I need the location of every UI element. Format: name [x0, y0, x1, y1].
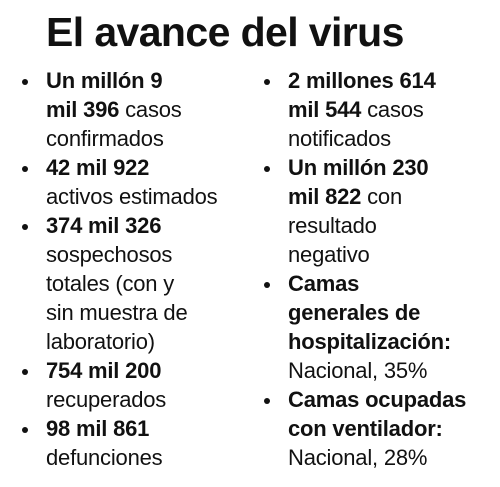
- stat-line: Un millón 230: [288, 153, 498, 182]
- stat-line: confirmados: [46, 124, 250, 153]
- stat-label: Nacional, 28%: [288, 445, 428, 470]
- stat-line: con ventilador:: [288, 414, 498, 443]
- stat-list-item: 754 mil 200 recuperados: [20, 356, 250, 414]
- stat-line: 42 mil 922: [46, 153, 250, 182]
- bullet-icon: [22, 79, 28, 85]
- stat-line: Nacional, 28%: [288, 443, 498, 472]
- stat-line: 754 mil 200: [46, 356, 250, 385]
- stat-label: totales (con y: [46, 271, 175, 296]
- left-stats-list: Un millón 9 mil 396 casos confirmados 42 mi…: [20, 66, 250, 472]
- bullet-icon: [264, 398, 270, 404]
- bullet-icon: [264, 282, 270, 288]
- stat-list-item: Un millón 230 mil 822 con resultado negativ…: [262, 153, 498, 269]
- stat-label: casos: [119, 97, 182, 122]
- stat-line: generales de: [288, 298, 498, 327]
- stat-value: mil 396: [46, 97, 120, 122]
- stat-line: resultado: [288, 211, 498, 240]
- bullet-icon: [22, 369, 28, 375]
- stat-line: 98 mil 861: [46, 414, 250, 443]
- stat-label: resultado: [288, 213, 377, 238]
- stat-line: Camas: [288, 269, 498, 298]
- stat-label: sin muestra de: [46, 300, 188, 325]
- stat-line: negativo: [288, 240, 498, 269]
- bullet-icon: [264, 79, 270, 85]
- stat-value: hospitalización:: [288, 329, 452, 354]
- stat-label: activos estimados: [46, 184, 218, 209]
- stat-value: 374 mil 326: [46, 213, 162, 238]
- stat-value: Camas ocupadas: [288, 387, 467, 412]
- stat-list-item: 2 millones 614 mil 544 casos notificados: [262, 66, 498, 153]
- stat-label: sospechosos: [46, 242, 173, 267]
- stat-label: Nacional, 35%: [288, 358, 428, 383]
- stat-value: Camas: [288, 271, 360, 296]
- stat-label: notificados: [288, 126, 391, 151]
- stat-line: sin muestra de: [46, 298, 250, 327]
- stat-line: activos estimados: [46, 182, 250, 211]
- stat-line: notificados: [288, 124, 498, 153]
- stat-list-item: 42 mil 922 activos estimados: [20, 153, 250, 211]
- stat-list-item: 374 mil 326 sospechosos totales (con y sin …: [20, 211, 250, 356]
- stat-value: Un millón 230: [288, 155, 429, 180]
- stat-value: 42 mil 922: [46, 155, 150, 180]
- stat-label: laboratorio): [46, 329, 155, 354]
- stat-value: mil 544: [288, 97, 362, 122]
- stat-value: generales de: [288, 300, 421, 325]
- stat-line: mil 544 casos: [288, 95, 498, 124]
- stat-line: totales (con y: [46, 269, 250, 298]
- stat-line: hospitalización:: [288, 327, 498, 356]
- stat-line: Camas ocupadas: [288, 385, 498, 414]
- stat-line: sospechosos: [46, 240, 250, 269]
- stat-label: casos: [361, 97, 424, 122]
- right-stats-list: 2 millones 614 mil 544 casos notificados Un…: [262, 66, 498, 472]
- stat-line: mil 396 casos: [46, 95, 250, 124]
- stat-value: con ventilador:: [288, 416, 443, 441]
- stat-label: con: [361, 184, 403, 209]
- stat-list-item: Un millón 9 mil 396 casos confirmados: [20, 66, 250, 153]
- stat-value: 2 millones 614: [288, 68, 436, 93]
- bullet-icon: [22, 166, 28, 172]
- stat-label: defunciones: [46, 445, 163, 470]
- stat-line: laboratorio): [46, 327, 250, 356]
- stat-line: Nacional, 35%: [288, 356, 498, 385]
- stat-line: 2 millones 614: [288, 66, 498, 95]
- stat-list-item: Camas ocupadas con ventilador: Nacional, 2…: [262, 385, 498, 472]
- stat-list-item: 98 mil 861 defunciones: [20, 414, 250, 472]
- stat-value: mil 822: [288, 184, 362, 209]
- bullet-icon: [264, 166, 270, 172]
- stat-list-item: Camas generales de hospitalización: Naciona…: [262, 269, 498, 385]
- bullet-icon: [22, 427, 28, 433]
- stat-line: defunciones: [46, 443, 250, 472]
- stat-line: 374 mil 326: [46, 211, 250, 240]
- stat-label: negativo: [288, 242, 370, 267]
- stat-line: Un millón 9: [46, 66, 250, 95]
- stat-label: confirmados: [46, 126, 164, 151]
- stat-line: recuperados: [46, 385, 250, 414]
- stat-line: mil 822 con: [288, 182, 498, 211]
- stat-value: 754 mil 200: [46, 358, 162, 383]
- page-title: El avance del virus: [46, 9, 404, 55]
- stat-value: 98 mil 861: [46, 416, 150, 441]
- stat-label: recuperados: [46, 387, 167, 412]
- stat-value: Un millón 9: [46, 68, 163, 93]
- bullet-icon: [22, 224, 28, 230]
